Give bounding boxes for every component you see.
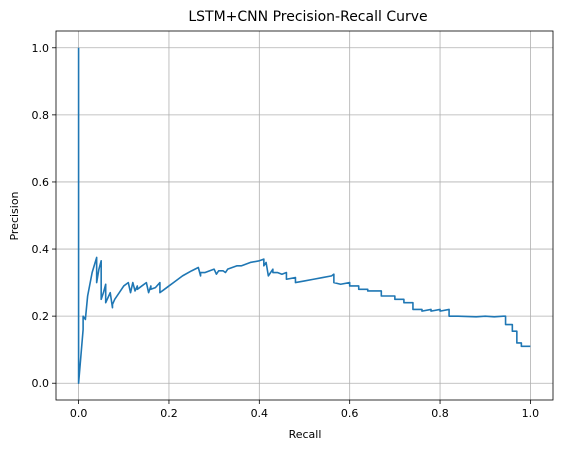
x-axis-label: Recall <box>289 428 322 441</box>
pr-curve-line <box>77 47 531 385</box>
y-tick-label: 0.8 <box>32 109 50 122</box>
y-tick-label: 0.6 <box>32 176 50 189</box>
y-tick-label: 0.2 <box>32 310 50 323</box>
x-tick-label: 0.8 <box>431 407 449 420</box>
y-axis-ticks: 0.0 0.2 0.4 0.6 0.8 1.0 <box>32 42 56 390</box>
y-axis-label: Precision <box>8 191 21 240</box>
plot-frame <box>55 30 554 401</box>
x-axis-ticks: 0.0 0.2 0.4 0.6 0.8 1.0 <box>70 400 539 420</box>
chart-title: LSTM+CNN Precision-Recall Curve <box>188 9 427 25</box>
x-tick-label: 0.0 <box>70 407 88 420</box>
x-tick-label: 0.6 <box>341 407 359 420</box>
x-tick-label: 0.4 <box>251 407 269 420</box>
grid-lines <box>56 31 553 400</box>
data-layer <box>77 47 531 385</box>
y-tick-label: 0.0 <box>32 377 50 390</box>
x-tick-label: 0.2 <box>160 407 178 420</box>
x-tick-label: 1.0 <box>522 407 540 420</box>
y-tick-label: 0.4 <box>32 243 50 256</box>
y-tick-label: 1.0 <box>32 42 50 55</box>
